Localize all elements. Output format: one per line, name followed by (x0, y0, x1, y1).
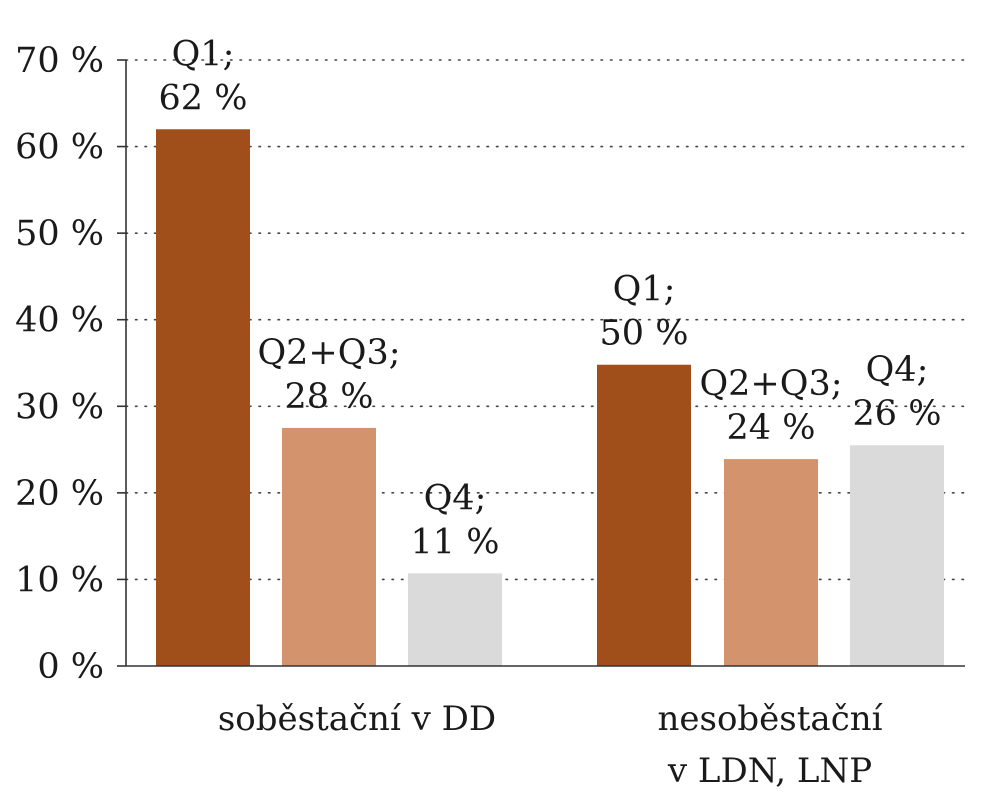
bar-data-label: Q4; (424, 478, 487, 518)
bar-data-label: 62 % (159, 78, 248, 118)
y-tick-label: 10 % (15, 560, 104, 600)
bar-q1 (597, 364, 691, 666)
category-label: nesoběstační (657, 699, 883, 739)
category-label: soběstační v DD (218, 699, 496, 739)
bar-data-label: 50 % (600, 314, 689, 354)
bar-data-label: 28 % (285, 377, 374, 417)
bar-q2-q3 (724, 459, 818, 666)
bar-data-label: 24 % (727, 408, 816, 448)
category-labels: soběstační v DD nesoběstační v LDN, LNP (218, 699, 884, 791)
bar-data-label: Q1; (172, 34, 235, 74)
axes (117, 59, 965, 667)
bar-data-label: Q2+Q3; (699, 364, 842, 404)
bar-data-label: Q1; (613, 270, 676, 310)
y-tick-label: 70 % (15, 41, 104, 81)
bar-q2-q3 (282, 427, 376, 666)
bar-q1 (156, 129, 250, 666)
bar-data-label: Q4; (866, 350, 929, 390)
bar-q4 (408, 573, 502, 666)
y-tick-label: 0 % (37, 647, 104, 687)
bar-data-label: 26 % (853, 394, 942, 434)
category-label: v LDN, LNP (667, 751, 872, 791)
bar-q4 (850, 445, 944, 666)
y-tick-labels: 0 % 10 % 20 % 30 % 40 % 50 % 60 % 70 % (15, 41, 104, 687)
y-tick-label: 60 % (15, 128, 104, 168)
bar-data-label: 11 % (411, 522, 500, 562)
gridlines (125, 59, 966, 581)
data-labels: Q1;62 %Q2+Q3;28 %Q4;11 %Q1;50 %Q2+Q3;24 … (159, 34, 942, 562)
y-tick-label: 20 % (15, 474, 104, 514)
y-tick-label: 30 % (15, 387, 104, 427)
y-tick-label: 40 % (15, 301, 104, 341)
bars (156, 129, 944, 666)
y-tick-label: 50 % (15, 214, 104, 254)
bar-data-label: Q2+Q3; (257, 333, 400, 373)
